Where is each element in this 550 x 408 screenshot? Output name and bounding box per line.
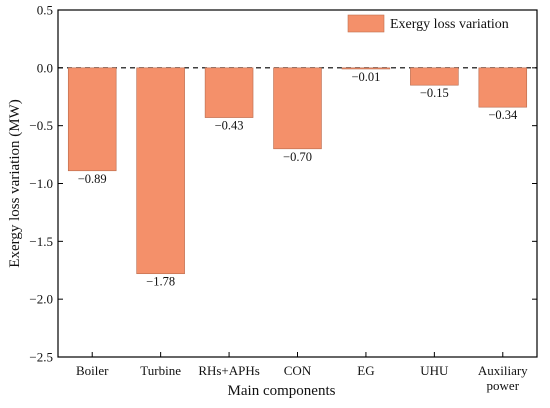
y-axis: 0.5 0.0 −0.5 −1.0 −1.5 −2.0 −2.5	[29, 3, 537, 365]
data-label: −0.34	[488, 108, 518, 122]
bar	[273, 67, 322, 150]
x-tick-label: Auxiliary power	[478, 363, 528, 393]
data-label: −0.70	[283, 150, 312, 164]
y-tick-label: −1.0	[29, 176, 53, 191]
data-label: −0.01	[351, 70, 380, 84]
x-tick-label: EG	[357, 363, 374, 378]
y-tick-label: −1.5	[29, 234, 53, 249]
x-tick-label: RHs+APHs	[198, 363, 260, 378]
data-label: −0.15	[420, 86, 449, 100]
legend-label: Exergy loss variation	[390, 17, 509, 32]
bars: −0.89 −1.78 −0.43 −0.70 −0.01 −0.15 −0.34	[67, 67, 528, 289]
bar	[341, 67, 391, 70]
data-label: −0.43	[215, 119, 244, 133]
y-tick-label: 0.5	[37, 3, 53, 18]
y-tick-label: −0.5	[29, 118, 53, 133]
x-tick-label: CON	[284, 363, 312, 378]
data-label: −0.89	[78, 172, 107, 186]
y-tick-label: 0.0	[37, 60, 53, 75]
y-axis-title: Exergy loss variation (MW)	[7, 99, 23, 267]
data-label: −1.78	[146, 275, 175, 289]
x-axis: Boiler Turbine RHs+APHs CON EG UHU Auxiliary po…	[76, 352, 528, 393]
plot-frame	[57, 9, 538, 358]
bar	[478, 67, 528, 108]
legend: Exergy loss variation	[347, 14, 509, 33]
bar	[67, 67, 117, 172]
x-tick-label: Boiler	[76, 363, 109, 378]
bar	[410, 67, 459, 86]
bar	[204, 67, 254, 118]
bar	[136, 67, 185, 275]
y-tick-label: −2.5	[29, 350, 53, 365]
x-axis-title: Main components	[228, 383, 336, 399]
y-tick-label: −2.0	[29, 292, 53, 307]
legend-swatch	[347, 14, 385, 33]
x-tick-label: UHU	[420, 363, 449, 378]
x-tick-label: Turbine	[140, 363, 181, 378]
